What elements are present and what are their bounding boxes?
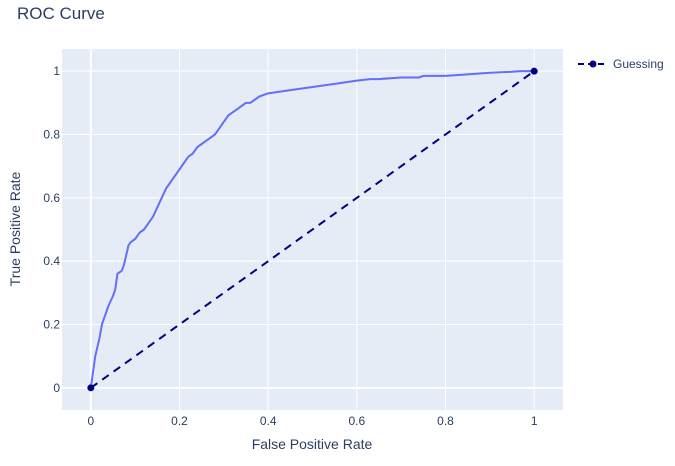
x-tick-label: 0.8 xyxy=(437,414,454,428)
y-axis-title: True Positive Rate xyxy=(7,171,23,286)
series-line-guessing xyxy=(90,70,535,389)
x-tick-label: 1 xyxy=(531,414,538,428)
y-tick-label: 0.2 xyxy=(43,318,60,332)
y-tick-label: 0 xyxy=(53,381,60,395)
series-marker-guessing xyxy=(87,384,95,392)
chart-title: ROC Curve xyxy=(17,4,105,23)
series-line-roc xyxy=(89,70,535,388)
y-tick-label: 1 xyxy=(53,64,60,78)
y-tick-label: 0.6 xyxy=(43,191,60,205)
legend-marker-icon xyxy=(589,60,597,68)
y-tick-label: 0.8 xyxy=(43,128,60,142)
x-axis-title: False Positive Rate xyxy=(252,436,373,452)
x-tick-label: 0.4 xyxy=(260,414,277,428)
series-marker-guessing xyxy=(530,67,538,75)
y-tick-label: 0.4 xyxy=(43,254,60,268)
x-tick-label: 0.2 xyxy=(171,414,188,428)
legend-item-label[interactable]: Guessing xyxy=(613,57,664,71)
x-tick-label: 0.6 xyxy=(348,414,365,428)
x-tick-label: 0 xyxy=(87,414,94,428)
